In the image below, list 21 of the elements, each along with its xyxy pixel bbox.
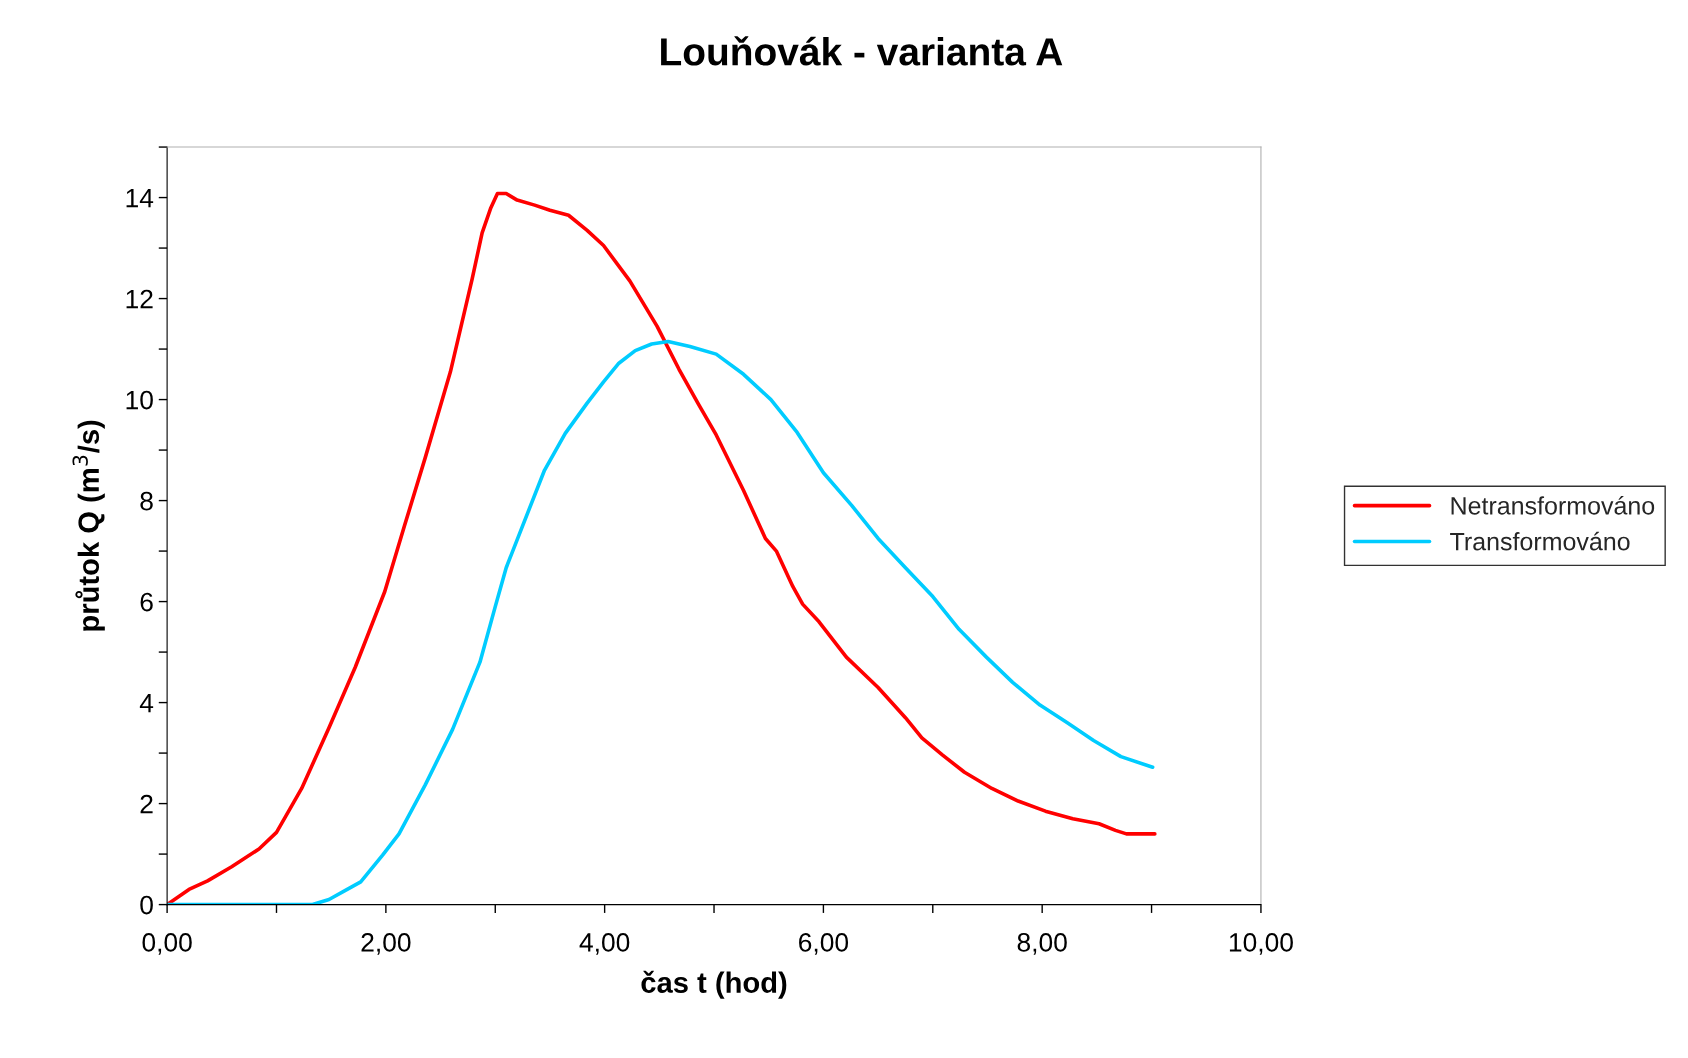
x-tick-label: 6,00 [799,933,849,955]
line-series [167,191,1157,905]
y-axis-title: průtok Q (m$^{3}$/s) [72,420,105,631]
x-axis-title: čas t (hod) [641,970,787,999]
y-tick-label: 2 [140,794,153,814]
y-tick-label: 12 [126,289,153,309]
y-tick-label: 0 [140,895,153,915]
y-tick-label: 10 [126,390,153,410]
x-tick-label: 4,00 [579,933,630,955]
y-tick-label: 6 [140,592,153,612]
y-tick-label: 4 [139,693,154,713]
x-tick-label: 0,00 [142,933,192,955]
legend-label: Netransformováno [1451,495,1655,515]
y-tick-label: 8 [140,491,153,511]
legend-label: Transformováno [1450,531,1630,551]
chart-title: Louňovák - varianta A [661,36,1063,66]
x-tick-label: 10,00 [1229,933,1293,955]
line-series [167,339,1155,905]
y-tick-label: 14 [126,188,154,208]
x-tick-label: 8,00 [1017,933,1067,955]
x-tick-label: 2,00 [361,933,411,955]
